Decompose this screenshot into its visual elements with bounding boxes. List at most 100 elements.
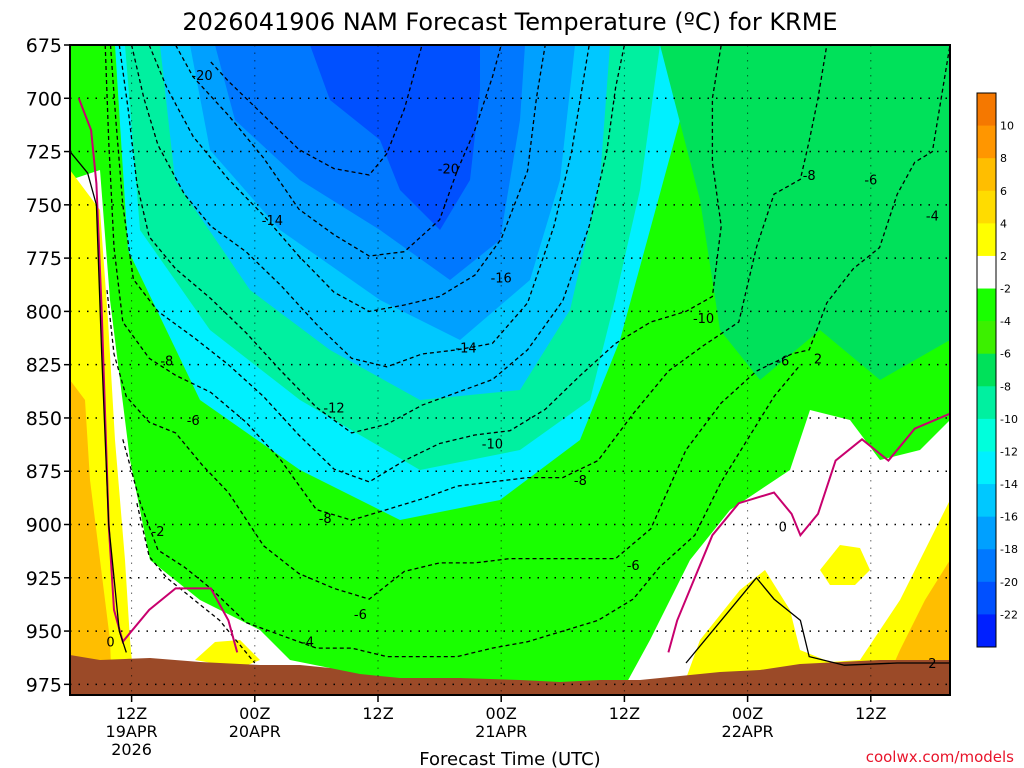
colorbar-swatch: [977, 516, 996, 550]
colorbar-swatch: [977, 288, 996, 322]
contour-line: [685, 576, 950, 666]
contour-label: 2: [814, 352, 822, 367]
contour-label: -14: [455, 342, 476, 357]
x-tick-label: 12Z: [362, 704, 393, 723]
fill-region-teal-right: [660, 45, 950, 380]
contour-label: -20: [191, 69, 212, 84]
colorbar-swatch: [977, 581, 996, 615]
colorbar-label: -8: [1000, 380, 1011, 393]
contour-line: [106, 45, 950, 600]
contour-label: 0: [779, 521, 787, 536]
contour-label: -6: [627, 559, 640, 574]
colorbar-label: 10: [1000, 120, 1014, 133]
colorbar-swatch: [977, 484, 996, 518]
colorbar-label: 4: [1000, 217, 1007, 230]
colorbar-label: -18: [1000, 543, 1018, 556]
colorbar-label: -14: [1000, 478, 1018, 491]
contour-lines: [70, 45, 950, 666]
colorbar-swatch: [977, 353, 996, 387]
colorbar-label: -2: [1000, 283, 1011, 296]
plot-area: -20-20-14-16-8-14-12-10-10-6-8-8-6-6-4-2…: [70, 45, 950, 695]
contour-line: [122, 364, 801, 658]
x-tick-date: 20APR: [229, 722, 281, 741]
colorbar-swatch: [977, 255, 996, 290]
contour-label: -20: [438, 163, 459, 178]
colorbar-swatch: [977, 223, 996, 257]
contour-label: -4: [301, 636, 314, 651]
y-tick-label: 700: [26, 88, 62, 110]
y-tick-label: 775: [26, 248, 62, 270]
contour-line: [70, 151, 127, 653]
contour-line: [104, 45, 828, 521]
colorbar-swatch: [977, 418, 996, 452]
colorbar-label: -12: [1000, 445, 1018, 458]
colorbar-label: -4: [1000, 315, 1011, 328]
fill-region-orange-left: [70, 380, 112, 695]
contour-line: [130, 45, 590, 368]
colorbar-label: -6: [1000, 348, 1011, 361]
contour-label: 2: [928, 657, 936, 672]
colorbar-swatch: [977, 93, 996, 127]
colorbar-label: 2: [1000, 250, 1007, 263]
x-tick-year: 2026: [111, 740, 152, 759]
contour-labels: -20-20-14-16-8-14-12-10-10-6-8-8-6-6-4-2…: [106, 69, 939, 672]
y-tick-label: 975: [26, 674, 62, 696]
contour-label: -8: [319, 512, 332, 527]
ground-terrain: [70, 655, 950, 695]
colorbar-swatch: [977, 321, 996, 355]
colorbar-label: 8: [1000, 152, 1007, 165]
y-tick-label: 950: [26, 621, 62, 643]
contour-label: 0: [106, 636, 114, 651]
contour-label: -4: [926, 209, 939, 224]
contour-line: [667, 412, 950, 653]
fill-region-yellow-blob: [820, 545, 870, 585]
colorbar-label: -22: [1000, 608, 1018, 621]
colorbar-label: -10: [1000, 413, 1018, 426]
x-tick-date: 22APR: [722, 722, 774, 741]
contour-line: [175, 45, 502, 257]
contour-label: -8: [803, 169, 816, 184]
y-tick-label: 900: [26, 515, 62, 537]
x-axis-label: Forecast Time (UTC): [419, 749, 600, 768]
colorbar-swatch: [977, 158, 996, 192]
x-tick-label: 12Z: [855, 704, 886, 723]
colorbar-swatch: [977, 386, 996, 420]
x-tick-label: 00Z: [239, 704, 270, 723]
colorbar-label: 6: [1000, 185, 1007, 198]
x-tick-label: 12Z: [116, 704, 147, 723]
contour-label: -10: [482, 438, 503, 453]
y-tick-label: 875: [26, 461, 62, 483]
contour-label: -8: [160, 354, 173, 369]
colorbar-swatch: [977, 549, 996, 583]
y-axis: 675 700 725 750 775 800 825 850 875 900 925 950 975: [26, 35, 70, 696]
fill-region-deep-blue: [310, 45, 480, 230]
colorbar-label: -16: [1000, 511, 1018, 524]
contour-line: [210, 45, 423, 176]
y-tick-label: 825: [26, 355, 62, 377]
fill-region-white: [70, 45, 330, 695]
colorbar-swatch: [977, 614, 996, 648]
plot-frame: [69, 44, 951, 696]
x-tick-date: 19APR: [106, 722, 158, 741]
y-tick-label: 850: [26, 408, 62, 430]
contour-label: -8: [574, 474, 587, 489]
x-tick-label: 00Z: [486, 704, 517, 723]
y-tick-label: 675: [26, 35, 62, 57]
contour-line: [136, 503, 256, 664]
colorbar-swatch: [977, 451, 996, 485]
contour-label: -2: [152, 525, 165, 540]
chart-title: 2026041906 NAM Forecast Temperature (ºC)…: [182, 8, 837, 36]
fill-region-white-right: [620, 410, 950, 695]
y-tick-label: 725: [26, 142, 62, 164]
colorbar-swatch: [977, 125, 996, 159]
x-tick-date: 21APR: [475, 722, 527, 741]
x-tick-label: 00Z: [732, 704, 763, 723]
contour-label: -14: [262, 214, 283, 229]
y-tick-label: 800: [26, 301, 62, 323]
credit-text: coolwx.com/models: [866, 748, 1014, 766]
x-tick-label: 12Z: [609, 704, 640, 723]
colorbar-frame: [976, 92, 997, 648]
contour-line: [118, 45, 626, 434]
